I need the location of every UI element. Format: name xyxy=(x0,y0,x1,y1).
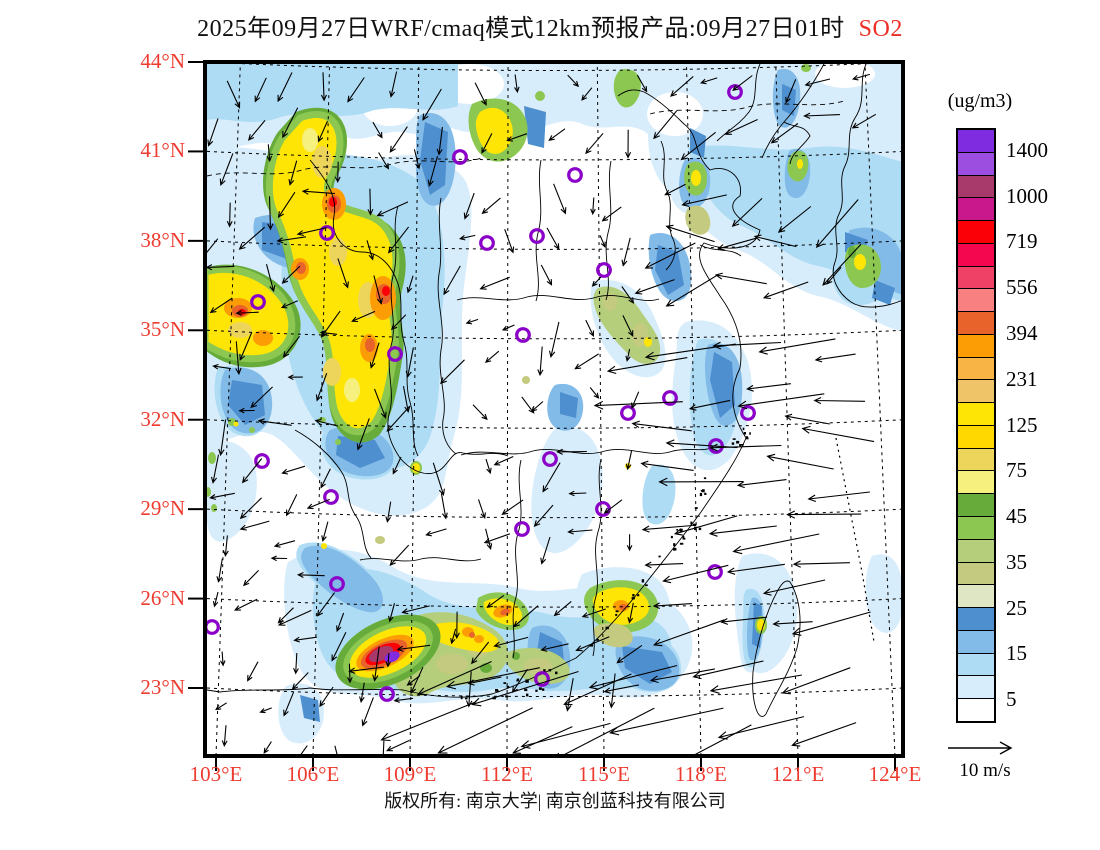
colorbar-cell xyxy=(958,629,994,653)
gridlines xyxy=(207,64,901,754)
colorbar-tick-label: 1400 xyxy=(1006,137,1048,162)
colorbar-tick-label: 75 xyxy=(1006,458,1027,483)
colorbar-tick-label: 15 xyxy=(1006,641,1027,666)
wind-reference-label: 10 m/s xyxy=(959,760,1011,781)
colorbar-tick-label: 719 xyxy=(1006,229,1038,254)
lon-label: 118°E xyxy=(675,762,727,786)
lat-label: 35°N xyxy=(140,317,185,342)
colorbar-cell xyxy=(958,561,994,585)
colorbar xyxy=(956,128,996,723)
north-blobs xyxy=(468,64,882,364)
colorbar-tick-label: 556 xyxy=(1006,275,1038,300)
colorbar-cell xyxy=(958,607,994,630)
colorbar-cell xyxy=(958,675,994,699)
colorbar-tick-label: 25 xyxy=(1006,595,1027,620)
colorbar-cell xyxy=(958,265,994,289)
colorbar-cell xyxy=(958,470,994,494)
colorbar-cell xyxy=(958,402,994,425)
colorbar-cell xyxy=(958,197,994,221)
lat-label: 38°N xyxy=(140,227,185,252)
colorbar-cell xyxy=(958,242,994,266)
colorbar-tick-label: 1000 xyxy=(1006,183,1048,208)
maritime-dotted-line xyxy=(835,437,875,643)
copyright-footer: 版权所有: 南京大学| 南京创蓝科技有限公司 xyxy=(384,791,726,811)
lon-label: 106°E xyxy=(286,762,340,786)
colorbar-cell xyxy=(958,333,994,357)
colorbar-tick-label: 231 xyxy=(1006,366,1038,391)
map-border xyxy=(203,60,905,758)
colorbar-tick-label: 125 xyxy=(1006,412,1038,437)
colorbar-cell xyxy=(958,493,994,517)
lon-label: 109°E xyxy=(383,762,437,786)
colorbar-tick-label: 45 xyxy=(1006,504,1027,529)
lat-label: 32°N xyxy=(140,406,185,431)
title-species: SO2 xyxy=(858,16,903,42)
colorbar-cell xyxy=(958,516,994,539)
colorbar-cell xyxy=(958,538,994,562)
colorbar-cell xyxy=(958,174,994,198)
lat-label: 29°N xyxy=(140,496,185,521)
axis-ticks xyxy=(188,61,896,771)
station-markers xyxy=(207,84,756,702)
lon-label: 115°E xyxy=(578,762,630,786)
colorbar-cell xyxy=(958,356,994,380)
nw-plume xyxy=(207,107,406,443)
colorbar-cell xyxy=(958,130,994,152)
colorbar-cell xyxy=(958,424,994,448)
colorbar-cell xyxy=(958,220,994,243)
wind-arrows xyxy=(207,71,877,754)
colorbar-unit-label: (ug/m3) xyxy=(947,90,1013,112)
lon-label: 103°E xyxy=(189,762,243,786)
page-title: 2025年09月27日WRF/cmaq模式12km预报产品:09月27日01时 S… xyxy=(0,8,1100,43)
colorbar-cell xyxy=(958,652,994,676)
small-specks xyxy=(207,376,631,549)
colorbar-cell xyxy=(958,288,994,312)
coastal-islands xyxy=(460,427,751,700)
colorbar-cell xyxy=(958,379,994,403)
lon-label: 112°E xyxy=(481,762,533,786)
lon-label: 121°E xyxy=(771,762,825,786)
title-text: 2025年09月27日WRF/cmaq模式12km预报产品:09月27日01时 xyxy=(197,16,845,42)
colorbar-cell xyxy=(958,311,994,334)
colorbar-cell xyxy=(958,698,994,721)
lon-label: 124°E xyxy=(868,762,922,786)
lat-label: 44°N xyxy=(140,49,185,73)
colorbar-tick-label: 394 xyxy=(1006,320,1038,345)
colorbar-cell xyxy=(958,151,994,175)
map-content xyxy=(207,64,901,754)
colorbar-cell xyxy=(958,447,994,471)
lat-label: 23°N xyxy=(140,675,185,699)
lat-label: 41°N xyxy=(140,138,185,163)
colorbar-tick-label: 5 xyxy=(1006,687,1017,712)
colorbar-tick-label: 35 xyxy=(1006,549,1027,574)
lat-label: 26°N xyxy=(140,585,185,610)
wind-reference-arrow xyxy=(948,741,1013,755)
colorbar-cell xyxy=(958,584,994,608)
south-plume xyxy=(335,580,767,697)
